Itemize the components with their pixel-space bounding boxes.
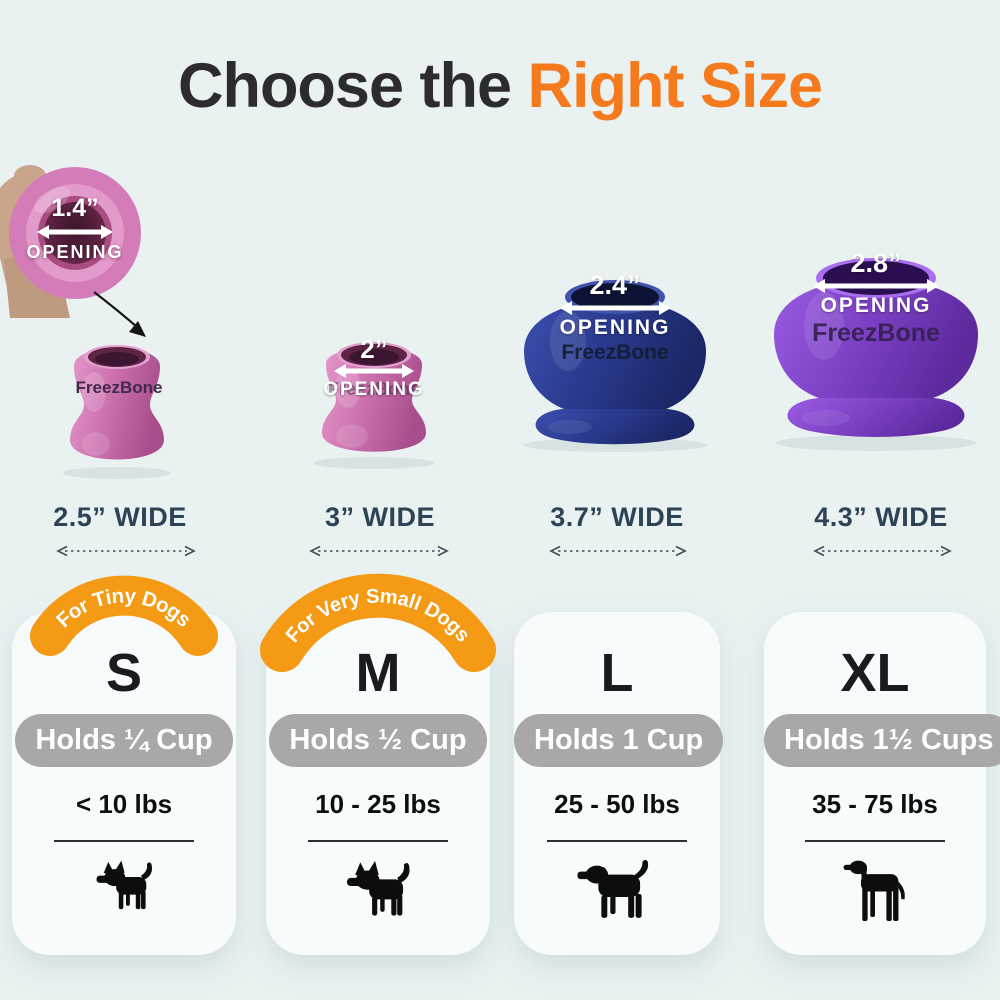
toy-image-xlarge [762, 242, 990, 457]
size-letter: M [355, 643, 401, 703]
brand-label-large: FreezBone [561, 341, 669, 364]
double-arrow-icon [559, 301, 671, 315]
width-label-xlarge: 4.3” WIDE [814, 502, 948, 532]
toy-image-small [50, 330, 184, 485]
chihuahua-icon [96, 860, 153, 910]
capacity-pill: Holds 1 Cup [514, 714, 724, 767]
brand-label-small: FreezBone [75, 378, 163, 397]
double-arrow-icon [37, 225, 113, 239]
divider [547, 840, 687, 842]
chihuahua-icon [347, 860, 410, 916]
inset-opening-size: 1.4” [51, 194, 99, 222]
opening-inset-photo: 1.4” OPENING [0, 140, 210, 320]
width-measure-arrow-icon [549, 545, 687, 557]
opening-label-xlarge: OPENING [820, 294, 932, 317]
weight-range: < 10 lbs [75, 789, 173, 819]
opening-callout-large: 2.4” OPENING FreezBone [510, 272, 720, 364]
width-measure-arrow-icon [309, 545, 449, 557]
opening-size-xlarge: 2.8” [850, 248, 902, 278]
size-card-xlarge: XL Holds 1½ Cups 35 - 75 lbs [764, 612, 1000, 955]
size-card-small: S Holds ¼ Cup < 10 lbs [12, 612, 236, 955]
large-dog-icon [843, 860, 905, 921]
size-letter: XL [840, 643, 910, 703]
badge-for-tiny-dogs: For Tiny Dogs [30, 575, 218, 656]
capacity-pill: Holds 1½ Cups [764, 714, 1000, 767]
size-card-large: L Holds 1 Cup 25 - 50 lbs [514, 612, 724, 955]
size-letter: L [600, 643, 634, 703]
width-label-large: 3.7” WIDE [550, 502, 684, 532]
opening-callout-medium: 2” OPENING FreezBone [300, 336, 448, 400]
double-arrow-icon [813, 279, 939, 293]
badge-for-very-small-dogs: For Very Small Dogs [260, 573, 496, 672]
size-card-medium: M Holds ½ Cup 10 - 25 lbs [266, 612, 490, 955]
title-highlight: Right Size [527, 51, 824, 121]
page-title: Choose the Right Size [0, 50, 1000, 122]
opening-label-medium: OPENING [323, 379, 425, 400]
capacity-pill: Holds ¼ Cup [15, 714, 233, 767]
width-label-medium: 3” WIDE [324, 502, 435, 532]
opening-callout-xlarge: 2.8” OPENING FreezBone [762, 250, 990, 348]
divider [805, 840, 945, 842]
brand-label-medium: FreezBone [327, 379, 421, 399]
title-prefix: Choose the [177, 51, 528, 121]
weight-range: 25 - 50 lbs [554, 789, 680, 819]
pointer-arrow-icon [93, 291, 146, 337]
inset-opening-callout: 1.4” OPENING [0, 194, 150, 262]
opening-size-medium: 2” [360, 334, 388, 364]
divider [308, 840, 448, 842]
weight-range: 10 - 25 lbs [315, 789, 441, 819]
double-arrow-icon [334, 364, 414, 378]
width-measure-arrow-icon [813, 545, 952, 557]
inset-opening-label: OPENING [26, 242, 124, 262]
capacity-pill: Holds ½ Cup [269, 714, 487, 767]
opening-label-large: OPENING [559, 316, 671, 339]
weight-range: 35 - 75 lbs [812, 789, 938, 819]
divider [54, 840, 194, 842]
width-measure-arrow-icon [56, 545, 196, 557]
medium-dog-icon [577, 859, 649, 918]
width-label-small: 2.5” WIDE [53, 502, 187, 532]
opening-size-large: 2.4” [589, 270, 641, 300]
toy-image-medium [300, 330, 448, 475]
size-letter: S [105, 643, 143, 703]
brand-label-xlarge: FreezBone [812, 319, 940, 347]
